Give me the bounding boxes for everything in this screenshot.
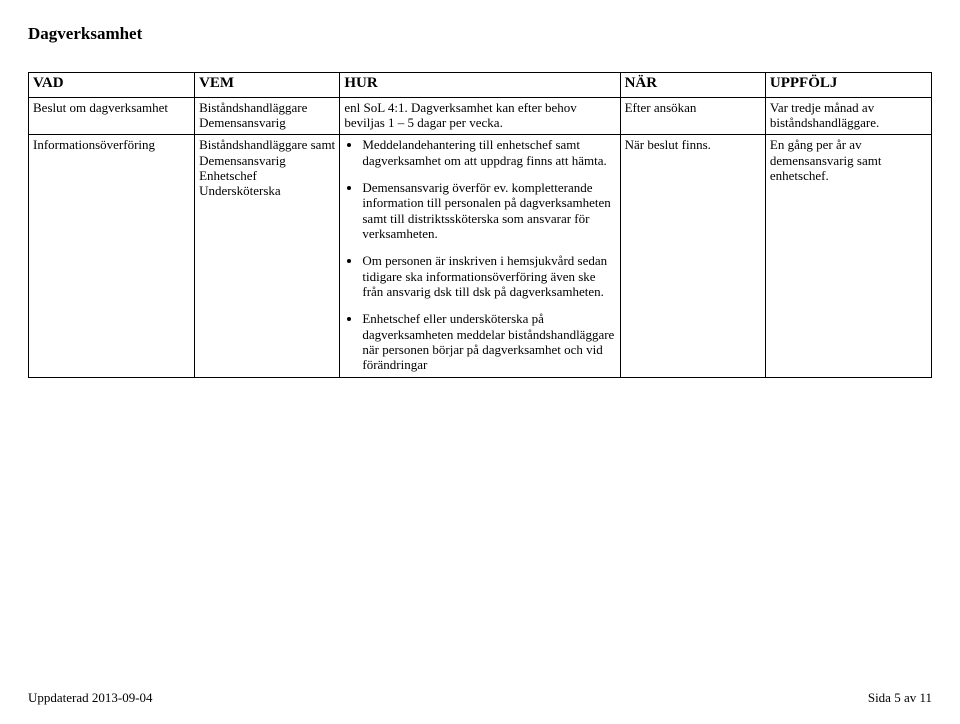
col-header-nar: NÄR [620,73,765,98]
cell-vad: Informationsöverföring [29,135,195,377]
cell-nar: Efter ansökan [620,97,765,135]
cell-hur: enl SoL 4:1. Dagverksamhet kan efter beh… [340,97,620,135]
main-table: VAD VEM HUR NÄR UPPFÖLJ Beslut om dagver… [28,72,932,378]
page-footer: Uppdaterad 2013-09-04 Sida 5 av 11 [28,690,932,706]
footer-updated: Uppdaterad 2013-09-04 [28,690,153,705]
footer-page-number: Sida 5 av 11 [868,690,932,706]
hur-bullet-list: Meddelandehantering till enhetschef samt… [344,137,615,372]
table-header-row: VAD VEM HUR NÄR UPPFÖLJ [29,73,932,98]
cell-vad: Beslut om dagverksamhet [29,97,195,135]
cell-hur: Meddelandehantering till enhetschef samt… [340,135,620,377]
list-item: Enhetschef eller undersköterska på dagve… [362,311,615,372]
col-header-vad: VAD [29,73,195,98]
table-row: Informationsöverföring Biståndshandlägga… [29,135,932,377]
list-item: Om personen är inskriven i hemsjukvård s… [362,253,615,299]
page-title: Dagverksamhet [28,24,932,44]
list-item: Demensansvarig överför ev. kompletterand… [362,180,615,241]
col-header-hur: HUR [340,73,620,98]
col-header-vem: VEM [195,73,340,98]
cell-uppfolj: Var tredje månad av biståndshandläggare. [765,97,931,135]
col-header-uppfolj: UPPFÖLJ [765,73,931,98]
table-row: Beslut om dagverksamhet Biståndshandlägg… [29,97,932,135]
cell-uppfolj: En gång per år av demensansvarig samt en… [765,135,931,377]
cell-vem: Biståndshandläggare Demensansvarig [195,97,340,135]
list-item: Meddelandehantering till enhetschef samt… [362,137,615,168]
cell-nar: När beslut finns. [620,135,765,377]
cell-vem: Biståndshandläggare samt Demensansvarig … [195,135,340,377]
